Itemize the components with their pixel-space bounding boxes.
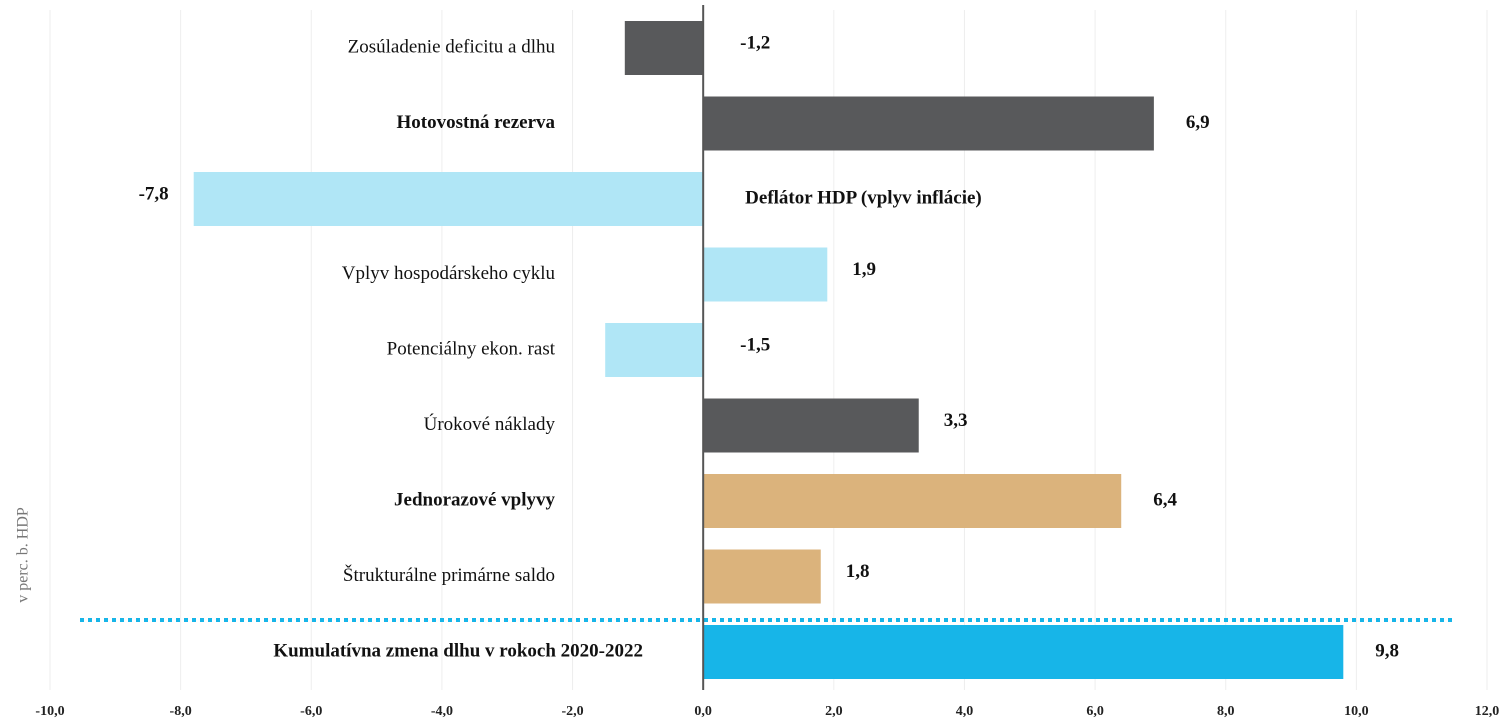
value-label: -1,5 [740,334,770,355]
x-tick-label: -2,0 [561,704,583,719]
category-label: Kumulatívna zmena dlhu v rokoch 2020-202… [273,640,643,661]
x-tick-label: 4,0 [956,704,974,719]
category-label: Úrokové náklady [424,413,556,435]
x-tick-label: 6,0 [1086,704,1104,719]
value-label: -1,2 [740,32,770,53]
value-label: 1,9 [852,259,876,280]
value-label: 6,4 [1153,489,1177,510]
x-tick-label: 0,0 [694,704,712,719]
category-label: Zosúladenie deficitu a dlhu [348,36,556,57]
category-label: Vplyv hospodárskeho cyklu [342,263,556,284]
bar [703,625,1344,679]
x-tick-label: -10,0 [35,704,64,719]
bar [624,21,704,75]
value-label: 6,9 [1186,112,1210,133]
category-label: Deflátor HDP (vplyv inflácie) [745,187,982,208]
x-tick-label: 10,0 [1344,704,1369,719]
bar [193,172,704,226]
x-tick-label: -4,0 [431,704,453,719]
bar [703,398,919,453]
x-tick-label: -8,0 [170,704,192,719]
y-axis-label: v perc. b. HDP [15,507,32,603]
value-label: 9,8 [1375,640,1399,661]
bar [605,323,704,377]
bar [703,247,828,302]
category-label: Jednorazové vplyvy [394,489,555,510]
category-label: Hotovostná rezerva [397,112,556,133]
value-label: 1,8 [846,561,870,582]
x-tick-label: 8,0 [1217,704,1235,719]
bar [703,96,1154,151]
category-label: Potenciálny ekon. rast [387,338,556,359]
value-label: 3,3 [944,410,968,431]
x-tick-label: 12,0 [1475,704,1500,719]
value-label: -7,8 [139,183,169,204]
bar [703,549,821,604]
category-label: Štrukturálne primárne saldo [343,564,555,586]
x-tick-label: -6,0 [300,704,322,719]
x-tick-label: 2,0 [825,704,843,719]
bar [703,474,1122,528]
